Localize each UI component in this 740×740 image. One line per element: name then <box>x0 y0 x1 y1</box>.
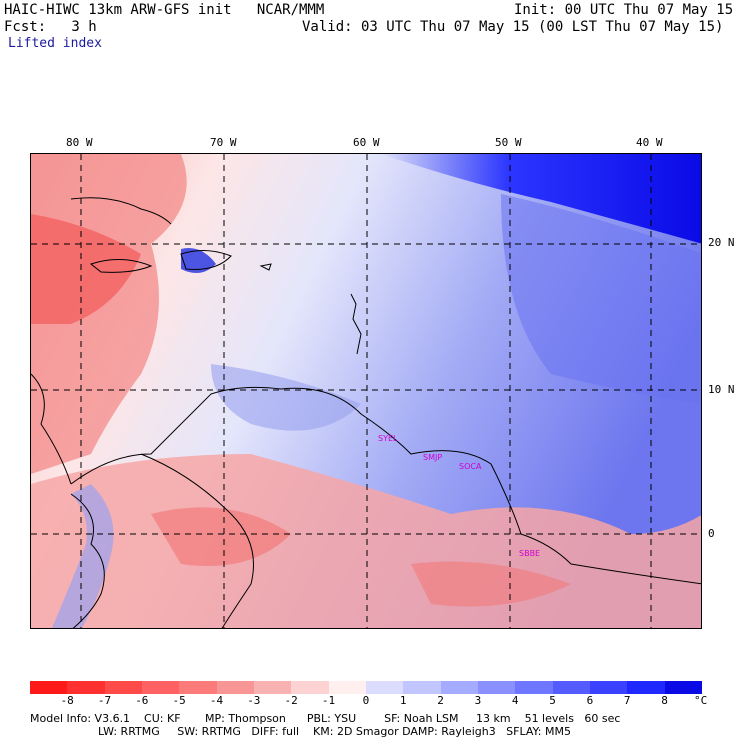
stable-patch-caribbean <box>211 364 361 431</box>
model-info-line1: Model Info: V3.6.1 CU: KF MP: Thompson P… <box>30 712 621 725</box>
unstable-core-se <box>411 561 571 607</box>
valid-time: Valid: 03 UTC Thu 07 May 15 (00 LST Thu … <box>302 19 724 35</box>
colorbar-swatch <box>515 681 554 694</box>
colorbar-swatch <box>142 681 180 694</box>
colorbar-label: -7 <box>97 694 112 707</box>
model-info-line2: LW: RRTMG SW: RRTMG DIFF: full KM: 2D Sm… <box>98 725 571 738</box>
colorbar-swatch <box>216 681 255 694</box>
coastlines <box>31 197 701 628</box>
colorbar-swatch <box>627 681 666 694</box>
forecast-hour: Fcst: 3 h <box>4 19 97 35</box>
colorbar-swatch <box>366 681 404 694</box>
lifted-index-map[interactable]: SYEL SMJP SOCA SBBE <box>30 153 702 629</box>
stable-spot-hispaniola <box>181 248 216 273</box>
colorbar-swatch <box>552 681 591 694</box>
colorbar-label: 3 <box>474 694 482 707</box>
colorbar-swatch <box>67 681 106 694</box>
colorbar-label: 0 <box>362 694 370 707</box>
colorbar-unit: °C <box>694 694 708 707</box>
colorbar-swatch <box>403 681 442 694</box>
lat-label-20n: 20 N <box>708 236 735 249</box>
colorbar-swatch <box>664 681 703 694</box>
colorbar-label: 6 <box>586 694 594 707</box>
colorbar-label: -5 <box>172 694 186 707</box>
colorbar-label: -8 <box>60 694 74 707</box>
colorbar-swatch <box>254 681 292 694</box>
colorbar-swatch <box>30 681 68 694</box>
unstable-core-w <box>31 214 141 324</box>
colorbar-label: 8 <box>661 694 668 707</box>
colorbar-swatch <box>104 681 143 694</box>
lat-label-0: 0 <box>708 527 715 540</box>
lon-label-40w: 40 W <box>636 136 663 149</box>
colorbar-swatch <box>440 681 479 694</box>
colorbar-label: -2 <box>284 694 298 707</box>
lon-label-50w: 50 W <box>495 136 522 149</box>
lon-label-80w: 80 W <box>66 136 93 149</box>
map-title: HAIC-HIWC 13km ARW-GFS init NCAR/MMM <box>4 2 325 18</box>
colorbar-label: 4 <box>511 694 519 707</box>
map-canvas: SYEL SMJP SOCA SBBE <box>31 154 701 628</box>
init-time: Init: 00 UTC Thu 07 May 15 <box>514 2 734 18</box>
colorbar-label: 5 <box>549 694 556 707</box>
colorbar-swatch <box>478 681 516 694</box>
lat-lon-grid <box>31 154 701 628</box>
colorbar-label: 2 <box>437 694 444 707</box>
colorbar-swatch <box>179 681 218 694</box>
colorbar-swatch <box>328 681 367 694</box>
station-soca: SOCA <box>459 462 482 471</box>
colorbar-label: -3 <box>247 694 261 707</box>
colorbar-label: 1 <box>399 694 407 707</box>
station-sbbe: SBBE <box>519 549 540 558</box>
colorbar-swatch <box>291 681 330 694</box>
field-name: Lifted index <box>8 36 102 51</box>
colorbar-label: -6 <box>135 694 149 707</box>
colorbar-label: -1 <box>321 694 336 707</box>
stable-region-ne <box>381 154 701 244</box>
lon-label-60w: 60 W <box>353 136 380 149</box>
station-syel: SYEL <box>378 434 398 443</box>
unstable-core-s <box>151 507 291 566</box>
colorbar-label: 7 <box>623 694 631 707</box>
lon-label-70w: 70 W <box>210 136 237 149</box>
stable-strip-andes <box>51 484 114 628</box>
colorbar-label: -4 <box>209 694 224 707</box>
lat-label-10n: 10 N <box>708 383 735 396</box>
station-smjp: SMJP <box>423 453 442 462</box>
colorbar-swatch <box>590 681 628 694</box>
